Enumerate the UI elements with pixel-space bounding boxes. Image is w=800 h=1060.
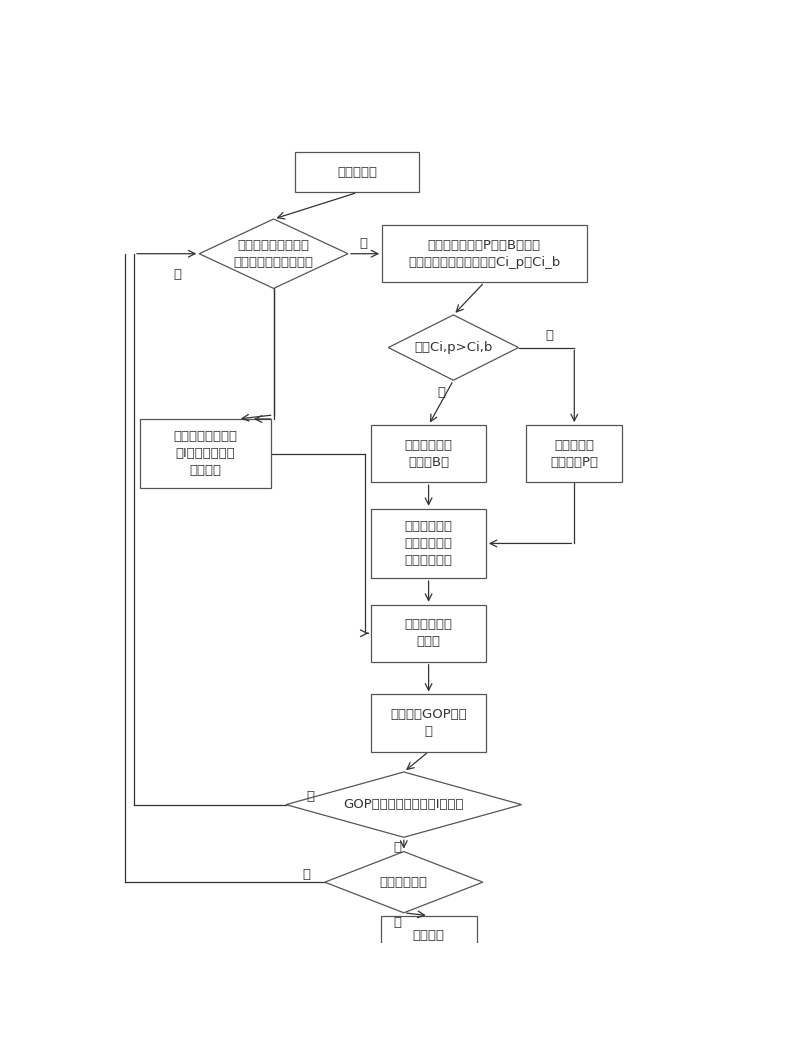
- Polygon shape: [388, 315, 518, 381]
- Text: 统计当前GOP的长
度: 统计当前GOP的长 度: [390, 708, 467, 738]
- Bar: [140, 419, 270, 489]
- Text: 预读部分编码图像，
检验是否发生场景切换: 预读部分编码图像， 检验是否发生场景切换: [234, 238, 314, 269]
- Text: 编码结束: 编码结束: [413, 929, 445, 941]
- Bar: [371, 604, 486, 661]
- Text: 否: 否: [546, 329, 554, 341]
- Text: 对当前帧分类
型编码: 对当前帧分类 型编码: [405, 618, 453, 649]
- Bar: [371, 425, 486, 482]
- Text: 该帧编码类型确定
为I帧，并计算其
编码帧号: 该帧编码类型确定 为I帧，并计算其 编码帧号: [174, 430, 238, 477]
- Text: 否: 否: [359, 237, 367, 250]
- Text: 初始化参数: 初始化参数: [338, 165, 378, 178]
- Polygon shape: [199, 219, 348, 288]
- Text: 如果Ci,p>Ci,b: 如果Ci,p>Ci,b: [414, 341, 493, 354]
- Bar: [371, 509, 486, 578]
- Text: 计算该帧的编
码顺序并确定
其参考帧选择: 计算该帧的编 码顺序并确定 其参考帧选择: [405, 520, 453, 567]
- Bar: [382, 225, 586, 282]
- Text: GOP长度是否等于最大I帧间隔: GOP长度是否等于最大I帧间隔: [343, 798, 464, 811]
- Text: 否: 否: [394, 841, 402, 853]
- Text: 是: 是: [306, 790, 314, 803]
- Text: 否: 否: [302, 867, 310, 881]
- Bar: [295, 152, 419, 193]
- Text: 是: 是: [437, 386, 445, 399]
- Bar: [526, 425, 622, 482]
- Text: 确定该帧编码
类型为B帧: 确定该帧编码 类型为B帧: [405, 439, 453, 469]
- Text: 编码是否结束: 编码是否结束: [380, 876, 428, 888]
- Polygon shape: [325, 851, 483, 913]
- Text: 是: 是: [394, 916, 402, 929]
- Bar: [371, 694, 486, 752]
- Polygon shape: [286, 772, 522, 837]
- Text: 是: 是: [174, 267, 182, 281]
- Text: 分别计算该帧为P帧和B帧时的
预测残差绝对值总和代价Ci_p和Ci_b: 分别计算该帧为P帧和B帧时的 预测残差绝对值总和代价Ci_p和Ci_b: [408, 238, 561, 269]
- Text: 确定该帧编
码类型为P帧: 确定该帧编 码类型为P帧: [550, 439, 598, 469]
- Bar: [381, 916, 477, 955]
